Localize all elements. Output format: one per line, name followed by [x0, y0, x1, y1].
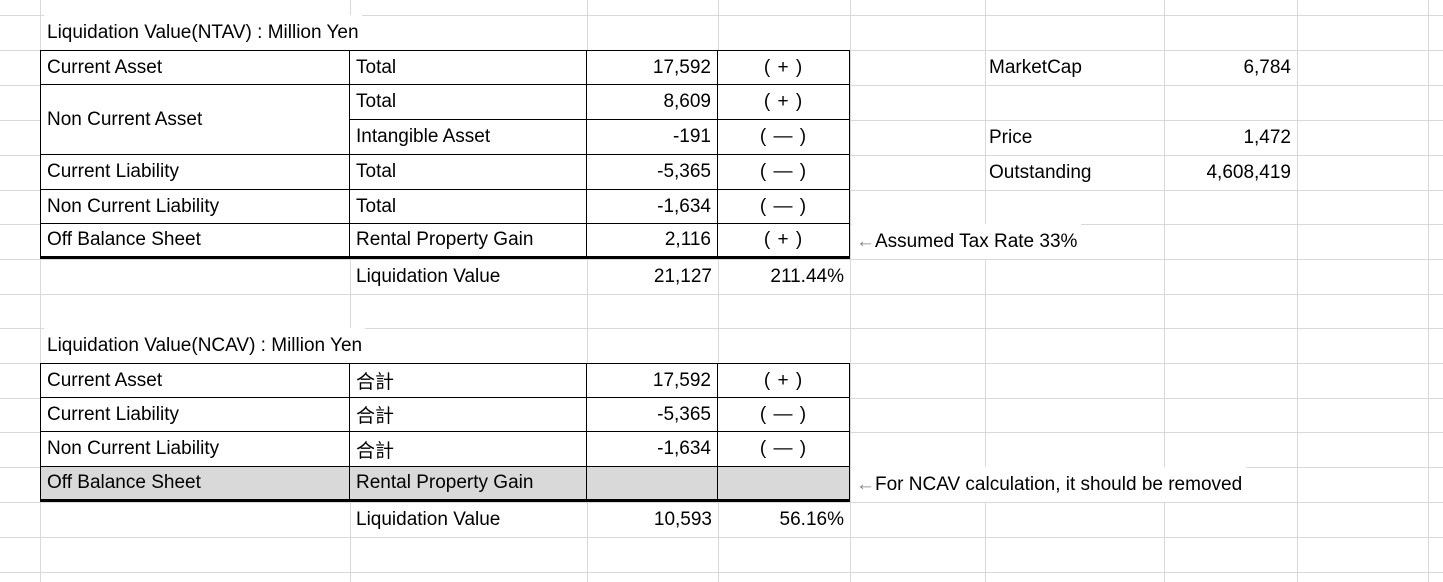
ntav-table: Current Asset Total 17,592 ( + ) Non Cur…	[40, 50, 850, 259]
total-label[interactable]: Liquidation Value	[356, 508, 501, 530]
grid-vline	[1428, 0, 1429, 582]
cell-category-removed[interactable]: Off Balance Sheet	[41, 467, 350, 499]
grid-hline	[0, 15, 1443, 16]
cell-value[interactable]: -191	[587, 120, 718, 155]
cell-item[interactable]: Rental Property Gain	[350, 224, 587, 256]
grid-vline	[40, 0, 41, 582]
ntav-title[interactable]: Liquidation Value(NTAV) : Million Yen	[44, 15, 362, 50]
grid-hline	[0, 328, 1443, 329]
cell-sign-removed[interactable]	[718, 467, 849, 499]
total-percent[interactable]: 211.44%	[770, 265, 844, 287]
cell-category[interactable]: Non Current Liability	[41, 432, 350, 467]
cell-value[interactable]: 2,116	[587, 224, 718, 256]
cell-item[interactable]: Total	[350, 85, 587, 120]
cell-value-removed[interactable]	[587, 467, 718, 499]
total-value[interactable]: 10,593	[653, 508, 712, 530]
cell-value[interactable]: -1,634	[587, 190, 718, 224]
price-label[interactable]: Price	[989, 127, 1033, 148]
cell-category[interactable]: Current Liability	[41, 155, 350, 190]
cell-item-removed[interactable]: Rental Property Gain	[350, 467, 587, 499]
grid-hline	[0, 294, 1443, 295]
total-value[interactable]: 21,127	[653, 265, 712, 287]
cell-item[interactable]: Total	[350, 155, 587, 190]
cell-value[interactable]: 17,592	[587, 364, 718, 398]
cell-category[interactable]: Off Balance Sheet	[41, 224, 350, 256]
cell-category[interactable]: Current Asset	[41, 364, 350, 398]
cell-item[interactable]: Total	[350, 51, 587, 85]
cell-value[interactable]: -5,365	[587, 155, 718, 190]
grid-vline	[985, 0, 986, 582]
cell-sign[interactable]: ( + )	[718, 85, 849, 120]
annotation-text: Assumed Tax Rate 33%	[875, 231, 1078, 252]
cell-category[interactable]: Non Current Liability	[41, 190, 350, 224]
cell-item[interactable]: 合計	[350, 398, 587, 432]
grid-hline	[0, 502, 1443, 503]
ntav-total-row: Liquidation Value 21,127 211.44%	[40, 259, 850, 294]
ncav-title[interactable]: Liquidation Value(NCAV) : Million Yen	[44, 328, 366, 363]
annotation-text: For NCAV calculation, it should be remov…	[875, 474, 1243, 495]
assumed-tax-annotation[interactable]: ←Assumed Tax Rate 33%	[852, 224, 1082, 259]
grid-vline	[850, 0, 851, 582]
cell-value[interactable]: -1,634	[587, 432, 718, 467]
grid-vline	[587, 0, 588, 582]
cell-item[interactable]: Intangible Asset	[350, 120, 587, 155]
cell-sign[interactable]: ( — )	[718, 120, 849, 155]
outstanding-label[interactable]: Outstanding	[989, 162, 1092, 183]
cell-item[interactable]: 合計	[350, 364, 587, 398]
cell-sign[interactable]: ( — )	[718, 155, 849, 190]
cell-item[interactable]: Total	[350, 190, 587, 224]
marketcap-label[interactable]: MarketCap	[989, 57, 1082, 78]
grid-hline	[0, 572, 1443, 573]
cell-item[interactable]: 合計	[350, 432, 587, 467]
grid-hline	[0, 537, 1443, 538]
cell-empty[interactable]	[40, 502, 350, 537]
cell-sign[interactable]: ( — )	[718, 398, 849, 432]
left-arrow-icon: ←	[856, 474, 875, 495]
grid-vline	[1164, 0, 1165, 582]
cell-sign[interactable]: ( + )	[718, 364, 849, 398]
cell-sign[interactable]: ( — )	[718, 190, 849, 224]
cell-category[interactable]: Current Liability	[41, 398, 350, 432]
left-arrow-icon: ←	[856, 231, 875, 252]
grid-vline	[1297, 0, 1298, 582]
ncav-total-row: Liquidation Value 10,593 56.16%	[40, 502, 850, 537]
marketcap-value[interactable]: 6,784	[1243, 57, 1291, 78]
ncav-table: Current Asset 合計 17,592 ( + ) Current Li…	[40, 363, 850, 502]
cell-value[interactable]: 17,592	[587, 51, 718, 85]
outstanding-value[interactable]: 4,608,419	[1206, 162, 1291, 183]
ncav-removal-annotation[interactable]: ←For NCAV calculation, it should be remo…	[852, 467, 1247, 502]
cell-value[interactable]: -5,365	[587, 398, 718, 432]
cell-sign[interactable]: ( — )	[718, 432, 849, 467]
cell-sign[interactable]: ( + )	[718, 224, 849, 256]
grid-hline	[0, 259, 1443, 260]
cell-sign[interactable]: ( + )	[718, 51, 849, 85]
grid-vline	[350, 0, 351, 582]
cell-category[interactable]: Current Asset	[41, 51, 350, 85]
grid-vline	[718, 0, 719, 582]
cell-empty[interactable]	[40, 259, 350, 294]
cell-category[interactable]: Non Current Asset	[41, 85, 350, 155]
price-value[interactable]: 1,472	[1243, 127, 1291, 148]
total-label[interactable]: Liquidation Value	[356, 265, 501, 287]
cell-value[interactable]: 8,609	[587, 85, 718, 120]
total-percent[interactable]: 56.16%	[779, 508, 844, 530]
